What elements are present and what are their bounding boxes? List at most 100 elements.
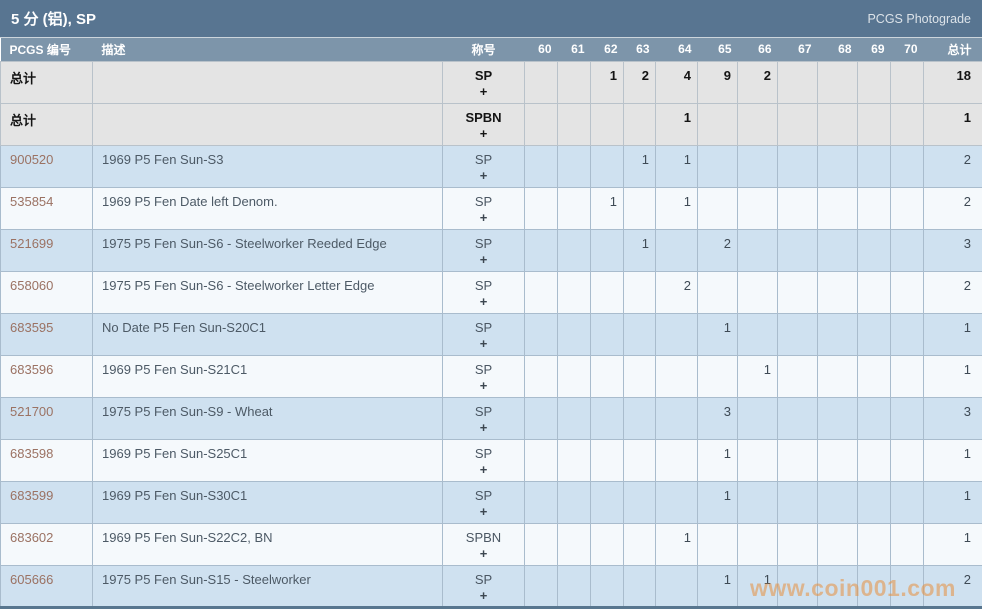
column-header-grade-70: 70 xyxy=(890,38,924,61)
grade-65-cell xyxy=(697,522,738,566)
total-label: 总计 xyxy=(0,60,93,104)
pcgs-number-link[interactable]: 683602 xyxy=(10,529,54,545)
pcgs-number-link[interactable]: 683595 xyxy=(10,319,54,335)
pcgs-number-link[interactable]: 900520 xyxy=(10,151,54,167)
designation-label: SP xyxy=(474,361,493,377)
designation-label: SP xyxy=(474,151,493,167)
grade-67-cell xyxy=(777,396,818,440)
pcgs-number-link[interactable]: 658060 xyxy=(10,277,54,293)
row-total-cell: 2 xyxy=(923,564,982,608)
pcgs-number-cell: 521699 xyxy=(0,228,93,272)
grade-65-cell: 1 xyxy=(697,480,738,524)
grade-66-cell: 1 xyxy=(737,564,778,608)
pcgs-number-link[interactable]: 683596 xyxy=(10,361,54,377)
grade-65-cell: 9 xyxy=(697,60,738,104)
grade-63-cell xyxy=(623,102,656,146)
row-total-cell: 18 xyxy=(923,60,982,104)
grade-64-cell xyxy=(655,228,698,272)
table-row: 521700 1975 P5 Fen Sun-S9 - Wheat SP +3 3 xyxy=(0,396,982,440)
grade-61-cell xyxy=(557,60,591,104)
grade-63-cell xyxy=(623,396,656,440)
row-total-cell: 1 xyxy=(923,354,982,398)
grade-61-cell xyxy=(557,354,591,398)
grade-66-cell xyxy=(737,102,778,146)
pcgs-number-cell: 683602 xyxy=(0,522,93,566)
grade-66-cell xyxy=(737,144,778,188)
row-total-cell: 1 xyxy=(923,102,982,146)
description-cell xyxy=(92,102,443,146)
population-table: PCGS 编号 描述 称号 60 61 62 63 64 65 66 67 68 69 70 总计 总计 SP… xyxy=(0,38,982,609)
grade-70-cell xyxy=(890,102,924,146)
grade-69-cell xyxy=(857,144,891,188)
designation-cell: SPBN + xyxy=(442,522,525,566)
grade-68-cell xyxy=(817,522,858,566)
grade-66-cell xyxy=(737,438,778,482)
grade-60-cell xyxy=(524,522,558,566)
photograde-link[interactable]: PCGS Photograde xyxy=(867,11,971,26)
grade-68-cell xyxy=(817,438,858,482)
grade-68-cell xyxy=(817,102,858,146)
designation-plus-label: + xyxy=(479,587,488,603)
designation-plus-label: + xyxy=(479,335,488,351)
grade-66-cell: 2 xyxy=(737,60,778,104)
grade-68-cell xyxy=(817,396,858,440)
grade-60-cell xyxy=(524,270,558,314)
table-row: 658060 1975 P5 Fen Sun-S6 - Steelworker L… xyxy=(0,270,982,314)
grade-69-cell xyxy=(857,186,891,230)
grade-64-cell xyxy=(655,480,698,524)
pcgs-number-link[interactable]: 605666 xyxy=(10,571,54,587)
pcgs-number-link[interactable]: 521700 xyxy=(10,403,54,419)
designation-plus-label: + xyxy=(479,377,488,393)
designation-label: SP xyxy=(474,67,493,83)
grade-66-cell xyxy=(737,522,778,566)
grade-60-cell xyxy=(524,396,558,440)
grade-63-cell xyxy=(623,312,656,356)
row-total-cell: 1 xyxy=(923,480,982,524)
pcgs-number-cell: 900520 xyxy=(0,144,93,188)
grade-63-cell xyxy=(623,354,656,398)
column-header-grade-63: 63 xyxy=(623,38,656,61)
pcgs-number-link[interactable]: 683598 xyxy=(10,445,54,461)
column-header-total: 总计 xyxy=(923,38,982,61)
pcgs-number-link[interactable]: 535854 xyxy=(10,193,54,209)
grade-61-cell xyxy=(557,522,591,566)
pcgs-number-cell: 605666 xyxy=(0,564,93,608)
grade-67-cell xyxy=(777,354,818,398)
grade-68-cell xyxy=(817,312,858,356)
designation-cell: SP + xyxy=(442,186,525,230)
table-row: 683602 1969 P5 Fen Sun-S22C2, BN SPBN +1 1 xyxy=(0,522,982,566)
grade-61-cell xyxy=(557,144,591,188)
grade-66-cell xyxy=(737,186,778,230)
pcgs-number-link[interactable]: 521699 xyxy=(10,235,54,251)
grade-62-cell xyxy=(590,438,624,482)
grade-66-cell: 1 xyxy=(737,354,778,398)
grade-68-cell xyxy=(817,186,858,230)
description-cell: 1969 P5 Fen Sun-S25C1 xyxy=(92,438,443,482)
designation-cell: SP + xyxy=(442,144,525,188)
grade-67-cell xyxy=(777,60,818,104)
designation-plus-label: + xyxy=(479,251,488,267)
pcgs-number-cell: 683596 xyxy=(0,354,93,398)
grade-70-cell xyxy=(890,144,924,188)
grade-64-cell: 2 xyxy=(655,270,698,314)
grade-69-cell xyxy=(857,480,891,524)
grade-63-cell xyxy=(623,270,656,314)
grade-60-cell xyxy=(524,354,558,398)
designation-label: SP xyxy=(474,235,493,251)
description-cell: 1975 P5 Fen Sun-S6 - Steelworker Reeded … xyxy=(92,228,443,272)
grade-64-cell xyxy=(655,438,698,482)
grade-63-cell xyxy=(623,186,656,230)
designation-plus-label: + xyxy=(479,461,488,477)
grade-65-cell xyxy=(697,354,738,398)
column-header-grade-60: 60 xyxy=(524,38,558,61)
grade-70-cell xyxy=(890,480,924,524)
grade-66-cell xyxy=(737,270,778,314)
description-cell: 1969 P5 Fen Date left Denom. xyxy=(92,186,443,230)
grade-68-cell xyxy=(817,270,858,314)
description-cell: 1975 P5 Fen Sun-S15 - Steelworker xyxy=(92,564,443,608)
pcgs-number-cell: 683599 xyxy=(0,480,93,524)
column-header-grade-69: 69 xyxy=(857,38,891,61)
pcgs-number-link[interactable]: 683599 xyxy=(10,487,54,503)
grade-69-cell xyxy=(857,564,891,608)
